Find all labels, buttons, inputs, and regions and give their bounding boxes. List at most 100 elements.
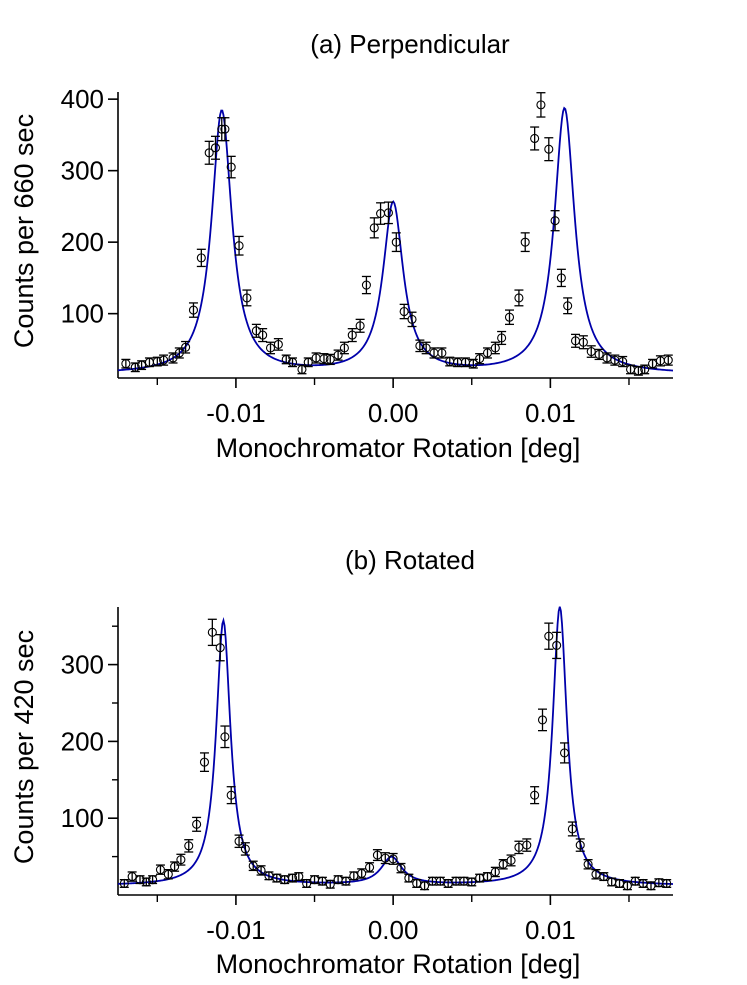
chart-a-fit (117, 106, 674, 372)
data-point (311, 352, 321, 364)
y-tick-label: 100 (61, 803, 104, 833)
data-point (506, 854, 516, 867)
data-point (355, 318, 365, 333)
data-point (347, 328, 357, 343)
data-point (302, 878, 312, 889)
data-point (514, 289, 524, 307)
chart-a-y-axis-label: Counts per 660 sec (9, 114, 39, 348)
data-point (361, 275, 371, 295)
data-point (192, 816, 202, 832)
y-tick-label: 200 (61, 726, 104, 756)
data-point (119, 878, 129, 889)
data-point (357, 868, 367, 879)
data-point (272, 873, 282, 883)
data-point (427, 876, 437, 886)
data-point (607, 877, 617, 887)
y-tick-label: 200 (61, 227, 104, 257)
data-point (181, 340, 191, 354)
data-point (380, 852, 390, 865)
x-tick-label: 0.01 (525, 398, 576, 428)
data-point (388, 852, 398, 865)
data-point (137, 360, 147, 371)
data-point (453, 357, 463, 368)
data-point (207, 618, 217, 647)
data-point (654, 878, 664, 888)
data-point (287, 873, 298, 883)
data-point (144, 357, 154, 368)
data-point (563, 297, 573, 315)
fit-curve (117, 606, 674, 885)
data-point (421, 341, 431, 355)
data-point (325, 879, 335, 889)
data-point (309, 875, 320, 885)
data-point (407, 311, 417, 328)
chart-b-fit (117, 606, 674, 885)
data-point (567, 821, 577, 837)
data-point (248, 860, 258, 872)
data-point (184, 839, 194, 853)
data-point (349, 871, 359, 881)
data-point (622, 881, 632, 891)
data-point (404, 873, 414, 883)
data-point (520, 232, 530, 253)
data-point (625, 364, 636, 375)
data-point (602, 352, 612, 364)
data-point (159, 354, 169, 366)
data-point (490, 341, 500, 355)
data-point (339, 341, 349, 355)
data-point (451, 876, 461, 886)
x-tick-label: 0.00 (368, 915, 419, 945)
data-point (297, 364, 307, 375)
data-point (648, 358, 658, 369)
data-point (662, 878, 672, 889)
chart-b-y-axis-label: Counts per 420 sec (9, 630, 39, 864)
data-point (429, 347, 439, 359)
data-point (220, 725, 230, 749)
data-point (234, 235, 244, 256)
data-point (559, 742, 570, 764)
data-point (556, 268, 566, 288)
data-point (273, 338, 283, 351)
data-point (341, 876, 351, 886)
data-point (437, 347, 447, 359)
data-point (467, 877, 477, 887)
data-point (663, 354, 673, 366)
data-point (544, 622, 554, 650)
data-point (544, 137, 554, 162)
data-point (550, 210, 560, 232)
data-point (504, 309, 515, 326)
data-point (497, 330, 507, 346)
data-point (460, 357, 471, 368)
data-point (325, 353, 335, 366)
data-point (396, 862, 406, 874)
data-point (412, 878, 422, 889)
data-point (599, 872, 609, 882)
data-point (646, 881, 656, 891)
data-point (287, 357, 298, 368)
data-point (536, 92, 546, 118)
data-point (443, 878, 453, 889)
data-point (258, 328, 268, 343)
chart-b-points (119, 618, 672, 891)
data-point (333, 349, 343, 361)
data-point (376, 202, 386, 225)
x-tick-label: -0.01 (206, 915, 265, 945)
data-point (121, 358, 131, 369)
data-point (170, 861, 180, 872)
data-point (514, 840, 524, 855)
data-point (319, 353, 329, 365)
data-point (482, 347, 493, 359)
data-point (303, 357, 313, 368)
x-tick-label: 0.00 (368, 398, 419, 428)
data-point (552, 631, 562, 660)
data-point (498, 859, 508, 870)
data-point (435, 876, 445, 886)
data-point (399, 303, 409, 320)
data-point (475, 353, 485, 365)
y-tick-label: 300 (61, 650, 104, 680)
data-point (459, 876, 469, 886)
data-point (630, 876, 640, 886)
y-tick-label: 400 (61, 84, 104, 114)
data-point (204, 140, 214, 165)
